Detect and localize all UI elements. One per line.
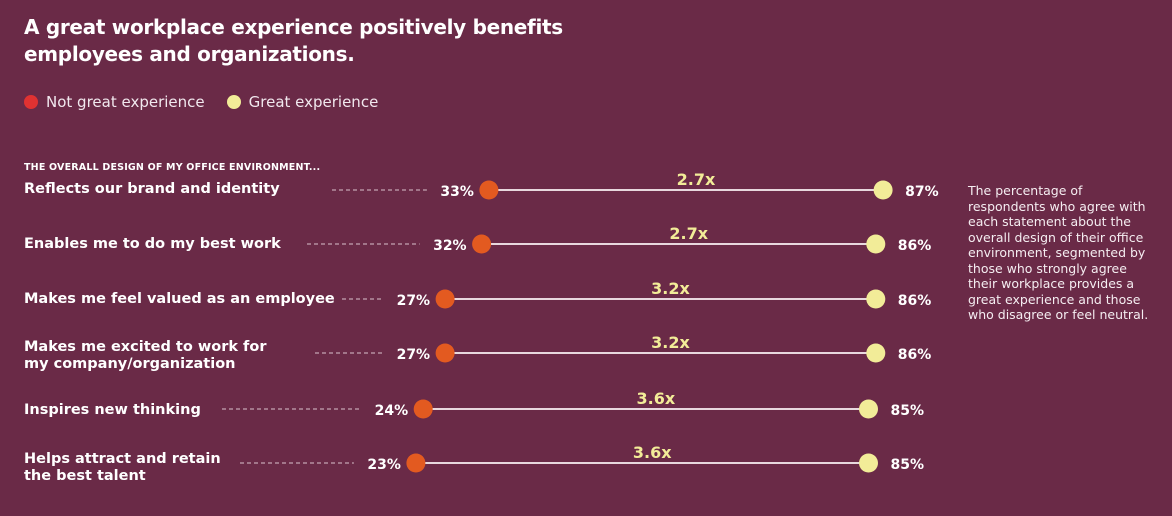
chart-title: A great workplace experience positively … (24, 15, 563, 66)
legend-label: Great experience (248, 93, 379, 111)
great-point (866, 234, 886, 254)
chart-note: The percentage of respondents who agree … (968, 183, 1149, 322)
not-great-value: 24% (375, 403, 409, 419)
great-value: 87% (905, 184, 939, 200)
not-great-point (435, 289, 455, 309)
not-great-value: 27% (397, 293, 431, 309)
great-value: 85% (891, 457, 925, 473)
not-great-point (413, 399, 433, 419)
legend: Not great experience Great experience (24, 93, 378, 111)
not-great-point (479, 180, 499, 200)
yellow-dot-icon (226, 95, 241, 109)
category-label: Makes me feel valued as an employee (24, 291, 335, 307)
legend-label: Not great experience (46, 93, 205, 111)
not-great-point (406, 453, 426, 473)
great-point (873, 180, 893, 200)
category-label: Makes me excited to work for my company/… (24, 339, 267, 372)
not-great-value: 33% (440, 184, 474, 200)
great-value: 86% (898, 347, 932, 363)
not-great-value: 27% (397, 347, 431, 363)
category-label: Helps attract and retain the best talent (24, 451, 221, 484)
multiplier-label: 2.7x (669, 224, 708, 243)
not-great-point (472, 234, 492, 254)
great-value: 86% (898, 238, 932, 254)
not-great-value: 23% (367, 457, 401, 473)
great-value: 86% (898, 293, 932, 309)
not-great-value: 32% (433, 238, 467, 254)
multiplier-label: 3.6x (637, 389, 676, 408)
multiplier-label: 2.7x (677, 170, 716, 189)
not-great-point (435, 343, 455, 363)
multiplier-label: 3.6x (633, 443, 672, 462)
chart-subheading: THE OVERALL DESIGN OF MY OFFICE ENVIRONM… (24, 162, 321, 173)
legend-item-great: Great experience (226, 93, 379, 111)
great-value: 85% (891, 403, 925, 419)
category-label: Reflects our brand and identity (24, 181, 280, 197)
multiplier-label: 3.2x (651, 333, 690, 352)
legend-item-not-great: Not great experience (24, 93, 205, 111)
category-label: Enables me to do my best work (24, 236, 281, 252)
category-label: Inspires new thinking (24, 402, 201, 418)
red-dot-icon (24, 95, 38, 109)
multiplier-label: 3.2x (651, 279, 690, 298)
great-point (866, 289, 886, 309)
great-point (859, 399, 878, 419)
great-point (866, 343, 886, 363)
great-point (859, 453, 878, 473)
